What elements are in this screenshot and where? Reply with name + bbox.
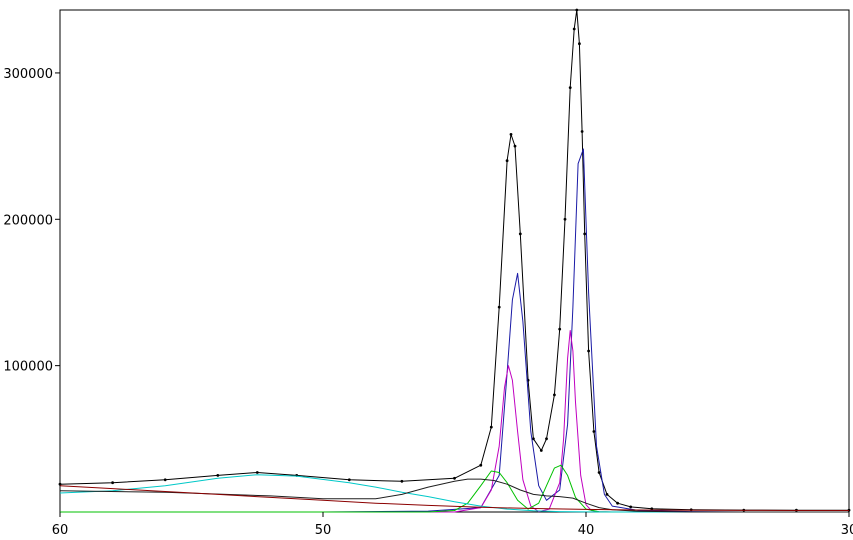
x-tick-label: 30: [841, 523, 853, 538]
series-line-component-5: [59, 474, 849, 513]
series-line-component-4: [60, 464, 849, 513]
y-tick-label: 300000: [3, 67, 53, 82]
x-tick-label: 40: [578, 523, 595, 538]
series-line-baseline-7: [59, 485, 849, 511]
x-tick-label: 60: [52, 523, 69, 538]
y-tick-label: 200000: [3, 213, 53, 228]
y-tick-label: 100000: [3, 360, 53, 375]
series-layer: [58, 8, 851, 513]
x-axis: 60 50 40 30: [52, 512, 853, 538]
x-tick-label: 50: [315, 523, 332, 538]
series-line-envelope-1: [59, 9, 849, 511]
series-line-component-2: [60, 148, 849, 513]
plot-frame: [59, 9, 850, 513]
y-axis: 100000 200000 300000: [3, 67, 60, 375]
